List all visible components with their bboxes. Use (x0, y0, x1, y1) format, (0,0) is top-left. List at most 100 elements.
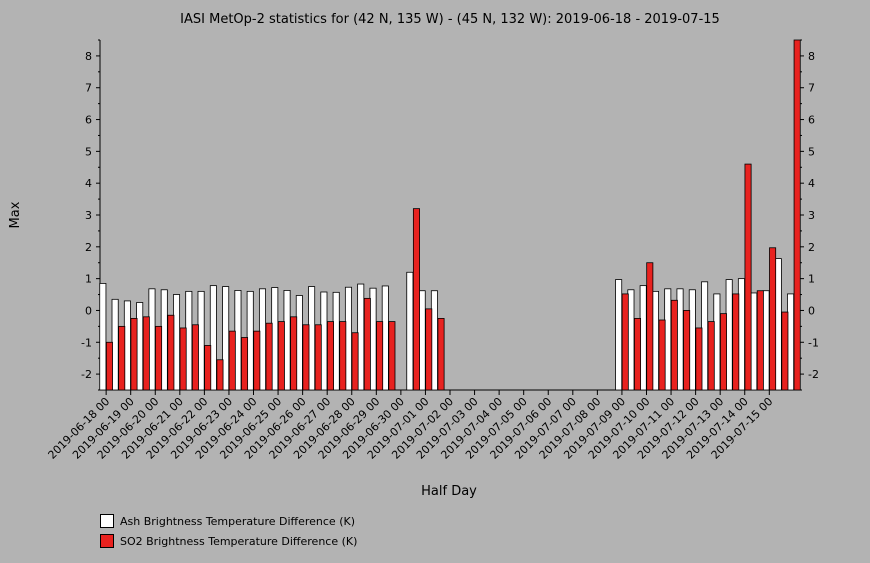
bar-so2 (744, 163, 752, 391)
y-tick-label-right: -2 (808, 368, 819, 381)
bar-so2 (130, 318, 138, 391)
bar-so2 (719, 313, 727, 391)
y-tick-label-left: 0 (85, 304, 92, 317)
bar-ash (418, 290, 426, 391)
bar-ash (369, 287, 377, 391)
bar-ash (713, 293, 721, 391)
bar-ash (295, 295, 303, 391)
chart-title: IASI MetOp-2 statistics for (42 N, 135 W… (180, 12, 720, 27)
bar-so2 (228, 330, 236, 391)
bar-so2 (118, 325, 126, 391)
y-tick-label-right: 8 (808, 50, 815, 63)
bar-so2 (683, 310, 691, 391)
bar-so2 (670, 299, 678, 391)
y-tick-label-left: 5 (85, 145, 92, 158)
y-tick-label-right: 6 (808, 114, 815, 127)
bar-so2 (363, 297, 371, 391)
bar-ash (185, 290, 193, 391)
bar-so2 (216, 359, 224, 391)
bar-ash (258, 288, 266, 391)
bar-ash (136, 302, 144, 391)
bar-so2 (155, 325, 163, 391)
x-axis-label: Half Day (421, 484, 477, 499)
legend-item-ash: Ash Brightness Temperature Difference (K… (100, 513, 355, 529)
bar-ash (406, 271, 414, 391)
y-tick-label-right: 3 (808, 209, 815, 222)
y-tick-label-left: 4 (85, 177, 92, 190)
bar-ash (381, 285, 389, 391)
bar-so2 (204, 345, 212, 391)
bar-ash (271, 287, 279, 391)
y-tick-label-right: 2 (808, 241, 815, 254)
bar-ash (688, 289, 696, 391)
y-tick-label-left: 6 (85, 114, 92, 127)
bar-ash (283, 290, 291, 391)
bar-so2 (302, 324, 310, 391)
y-tick-label-left: -1 (81, 336, 92, 349)
bar-ash (725, 279, 733, 391)
y-tick-label-right: 1 (808, 273, 815, 286)
bar-ash (664, 288, 672, 391)
bar-ash (308, 286, 316, 391)
bar-ash (222, 286, 230, 391)
bar-so2 (253, 330, 261, 391)
y-tick-label-left: 3 (85, 209, 92, 222)
bar-ash (123, 300, 131, 391)
y-tick-label-left: 2 (85, 241, 92, 254)
bar-so2 (290, 316, 298, 391)
bar-so2 (167, 314, 175, 391)
bar-so2 (191, 324, 199, 391)
bar-ash (762, 290, 770, 391)
bar-ash (173, 294, 181, 391)
bar-so2 (707, 321, 715, 391)
bar-so2 (769, 247, 777, 391)
bar-so2 (658, 319, 666, 391)
bar-ash (774, 258, 782, 391)
bar-so2 (425, 308, 433, 391)
bar-so2 (621, 293, 629, 391)
bar-ash (701, 281, 709, 391)
legend-swatch-ash (100, 514, 114, 528)
bar-ash (344, 286, 352, 391)
bar-so2 (412, 208, 420, 391)
bar-so2 (241, 337, 249, 391)
bar-ash (737, 278, 745, 391)
bar-ash (246, 290, 254, 391)
y-tick-label-right: 4 (808, 177, 815, 190)
bar-so2 (277, 321, 285, 391)
bar-so2 (376, 321, 384, 391)
bar-ash (99, 283, 107, 391)
bar-ash (787, 293, 795, 391)
bar-so2 (105, 341, 113, 391)
y-tick-label-right: 0 (808, 304, 815, 317)
legend-swatch-so2 (100, 534, 114, 548)
legend-label-ash: Ash Brightness Temperature Difference (K… (120, 514, 355, 528)
bar-ash (676, 288, 684, 391)
bars (99, 39, 801, 391)
bar-so2 (646, 262, 654, 391)
y-tick-label-left: 8 (85, 50, 92, 63)
y-tick-label-left: -2 (81, 368, 92, 381)
bar-so2 (388, 321, 396, 391)
bar-ash (209, 285, 217, 391)
y-tick-label-left: 7 (85, 82, 92, 95)
bar-ash (615, 279, 623, 391)
bar-so2 (781, 311, 789, 391)
bar-so2 (695, 327, 703, 391)
bar-ash (320, 291, 328, 391)
bar-ash (197, 290, 205, 391)
y-tick-label-right: 7 (808, 82, 815, 95)
y-tick-label-left: 1 (85, 273, 92, 286)
bar-ash (639, 285, 647, 391)
bar-ash (627, 289, 635, 391)
bar-ash (430, 290, 438, 391)
bar-ash (651, 290, 659, 391)
bar-ash (160, 289, 168, 391)
bar-so2 (314, 324, 322, 391)
bar-so2 (732, 293, 740, 391)
bar-so2 (142, 316, 150, 391)
bar-so2 (265, 322, 273, 391)
legend-item-so2: SO2 Brightness Temperature Difference (K… (100, 533, 357, 549)
